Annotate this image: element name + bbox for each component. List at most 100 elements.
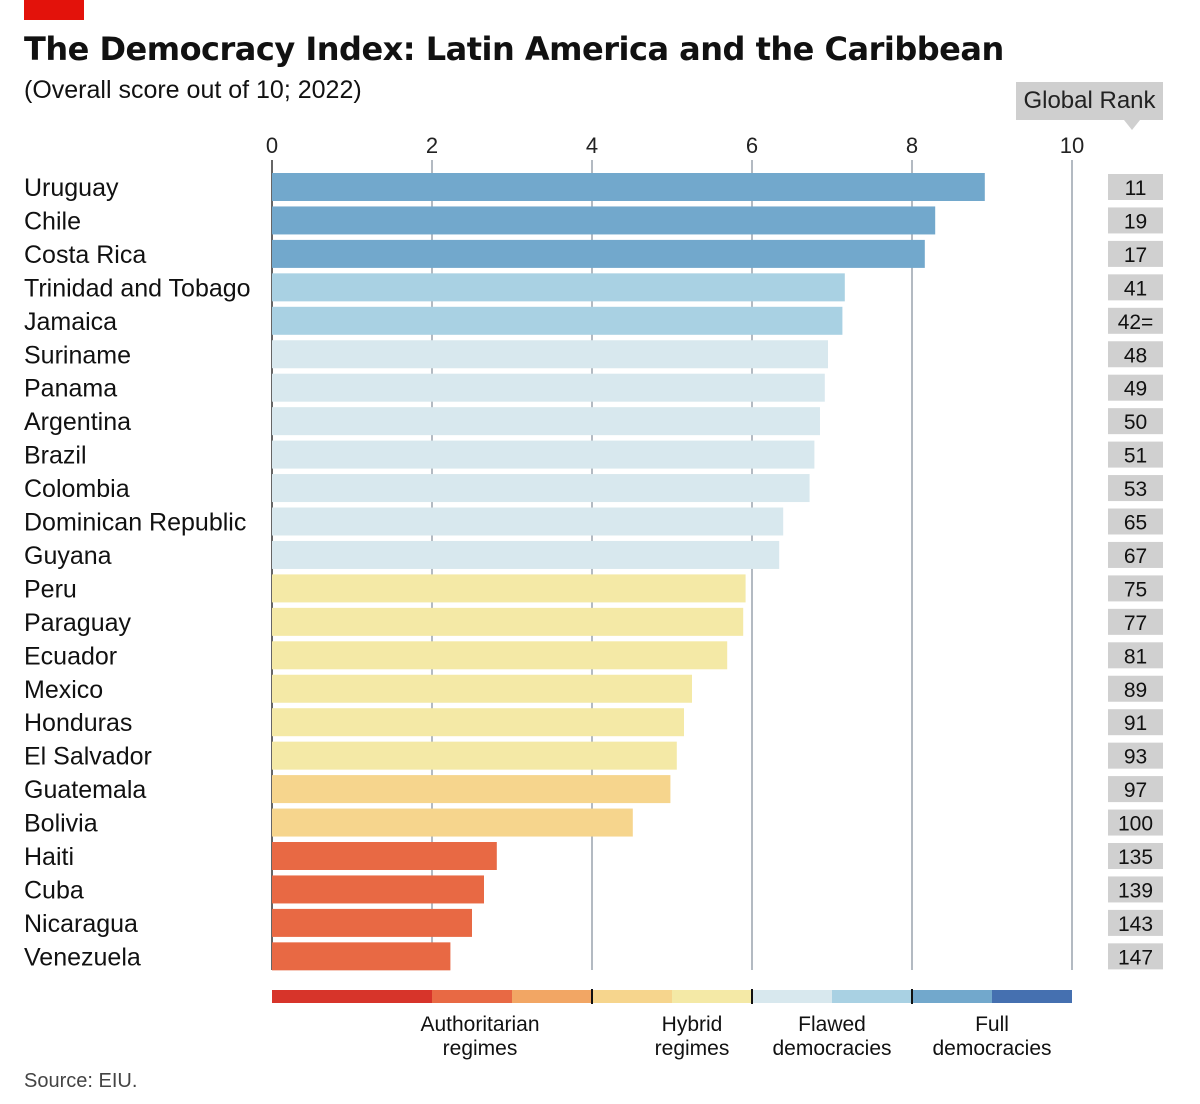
legend-label: Authoritarian	[420, 1013, 539, 1036]
country-label: Suriname	[24, 341, 131, 369]
legend-label: Hybrid	[662, 1013, 723, 1036]
country-label: Brazil	[24, 442, 87, 470]
rank-box	[1108, 508, 1163, 535]
rank-boxes: 11 19 17 41 42= 48 49 50 51 53 65 67 75 77 81 89 91 93 97 1…	[1108, 174, 1163, 970]
bar	[272, 340, 828, 369]
rank-box	[1108, 608, 1163, 635]
legend-swatch	[592, 990, 672, 1003]
rank-box	[1108, 541, 1163, 568]
x-tick-label: 4	[586, 133, 598, 158]
country-label: Ecuador	[24, 642, 117, 670]
legend-label: democracies	[932, 1037, 1051, 1060]
legend-swatch	[432, 990, 512, 1003]
country-label: Uruguay	[24, 174, 119, 202]
bar	[272, 942, 451, 971]
legend-swatch	[512, 990, 592, 1003]
rank-value: 19	[1124, 210, 1147, 233]
country-label: Guyana	[24, 542, 112, 570]
rank-value: 75	[1124, 578, 1147, 601]
rank-value: 97	[1124, 779, 1147, 802]
rank-value: 50	[1124, 411, 1147, 434]
rank-box	[1108, 776, 1163, 803]
country-label: Colombia	[24, 475, 130, 503]
rank-value: 89	[1124, 679, 1147, 702]
chart-title: The Democracy Index: Latin America and t…	[24, 30, 1004, 68]
rank-value: 81	[1124, 645, 1147, 668]
legend-swatch	[912, 990, 992, 1003]
rank-box	[1108, 341, 1163, 368]
country-label: Bolivia	[24, 810, 98, 838]
chart-subtitle: (Overall score out of 10; 2022)	[24, 76, 362, 104]
bar	[272, 808, 633, 837]
country-label: Cuba	[24, 876, 84, 904]
x-tick-label: 0	[266, 133, 278, 158]
global-rank-header: Global Rank	[1016, 82, 1163, 120]
x-tick-label: 2	[426, 133, 438, 158]
legend-swatch	[272, 990, 432, 1003]
country-label: Paraguay	[24, 609, 132, 637]
bar	[272, 206, 936, 235]
country-label: Nicaragua	[24, 910, 138, 938]
bar	[272, 607, 744, 636]
rank-box	[1108, 876, 1163, 903]
bar	[272, 641, 728, 670]
bar	[272, 708, 684, 737]
rank-box	[1108, 642, 1163, 669]
country-label: Mexico	[24, 676, 103, 704]
rank-value: 77	[1124, 612, 1147, 635]
country-labels: Uruguay Chile Costa Rica Trinidad and Tobag…	[24, 174, 251, 971]
bar	[272, 540, 780, 569]
rank-header-pointer	[1124, 120, 1140, 130]
rank-value: 48	[1124, 344, 1147, 367]
legend-label: regimes	[655, 1037, 730, 1060]
bar	[272, 373, 825, 402]
rank-value: 67	[1124, 545, 1147, 568]
rank-box	[1108, 374, 1163, 401]
bar	[272, 741, 677, 770]
rank-box	[1108, 207, 1163, 234]
rank-box	[1108, 675, 1163, 702]
rank-box	[1108, 174, 1163, 200]
brand-accent-bar	[24, 0, 84, 20]
bar	[272, 674, 692, 703]
x-axis-ticks: 0 2 4 6 8 10	[266, 133, 1084, 158]
country-label: El Salvador	[24, 743, 152, 771]
rank-value: 100	[1118, 813, 1153, 836]
legend: AuthoritarianregimesHybridregimesFlawedd…	[272, 989, 1072, 1060]
rank-value: 42=	[1118, 311, 1154, 334]
country-label: Honduras	[24, 709, 132, 737]
rank-box	[1108, 909, 1163, 936]
country-label: Costa Rica	[24, 241, 146, 269]
bar	[272, 273, 845, 302]
rank-value: 143	[1118, 913, 1153, 936]
legend-swatch	[672, 990, 752, 1003]
rank-value: 49	[1124, 378, 1147, 401]
bar	[272, 875, 484, 904]
country-label: Dominican Republic	[24, 509, 246, 537]
country-label: Panama	[24, 375, 117, 403]
rank-box	[1108, 274, 1163, 301]
bar	[272, 574, 746, 603]
legend-swatch	[832, 990, 912, 1003]
bar	[272, 842, 497, 870]
legend-swatch	[992, 990, 1072, 1003]
rank-value: 41	[1124, 277, 1147, 300]
rank-value: 135	[1118, 846, 1153, 869]
country-label: Jamaica	[24, 308, 117, 336]
bars	[272, 173, 985, 971]
bar	[272, 440, 815, 469]
bar	[272, 239, 925, 268]
legend-swatch	[752, 990, 832, 1003]
bar	[272, 407, 820, 436]
rank-box	[1108, 475, 1163, 502]
country-label: Venezuela	[24, 943, 141, 971]
rank-box	[1108, 742, 1163, 769]
rank-box	[1108, 943, 1163, 970]
bar	[272, 474, 810, 503]
rank-value: 93	[1124, 746, 1147, 769]
country-label: Guatemala	[24, 776, 146, 804]
rank-value: 91	[1124, 712, 1147, 735]
rank-box	[1108, 408, 1163, 435]
country-label: Argentina	[24, 408, 131, 436]
